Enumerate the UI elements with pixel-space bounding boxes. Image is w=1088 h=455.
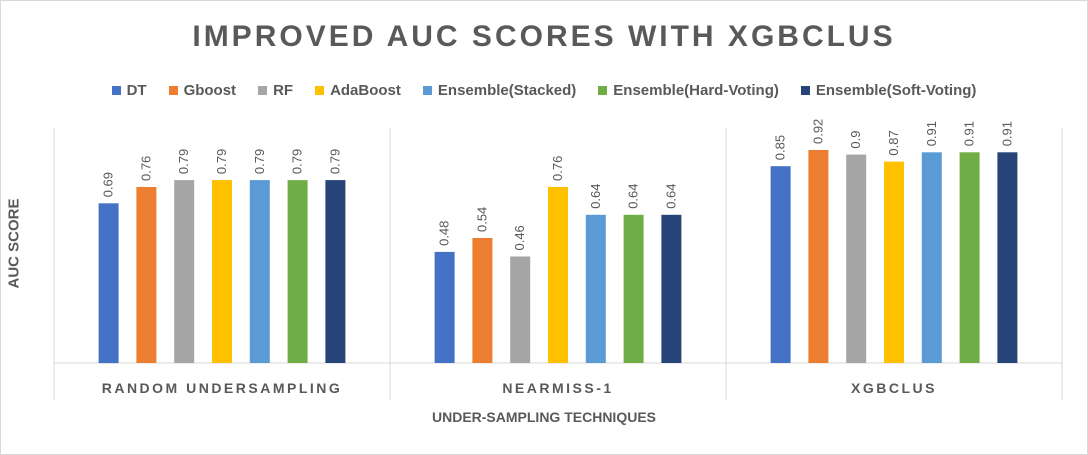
- data-label: 0.64: [663, 183, 678, 208]
- legend-swatch-dt: [111, 85, 121, 95]
- legend: DT Gboost RF AdaBoost Ensemble(Stacked) …: [0, 80, 1088, 100]
- category-label: NEARMISS-1: [502, 380, 613, 396]
- bar-ensemble-hard-voting-1: [287, 180, 308, 363]
- bar-dt-2: [434, 251, 455, 363]
- bar-ensemble-stacked-1: [249, 180, 270, 363]
- legend-label-gboost: Gboost: [183, 81, 237, 99]
- bar-rf-3: [846, 154, 867, 363]
- data-label: 0.69: [101, 172, 116, 197]
- data-label: 0.92: [810, 119, 825, 144]
- data-label: 0.79: [252, 149, 267, 174]
- legend-swatch-adaboost: [315, 85, 325, 95]
- legend-item-dt: DT: [111, 80, 147, 100]
- bar-adaboost-3: [884, 161, 904, 363]
- data-label: 0.46: [512, 225, 527, 250]
- legend-swatch-gboost: [168, 85, 178, 95]
- data-label: 0.91: [962, 121, 977, 146]
- data-label: 0.76: [550, 156, 565, 181]
- legend-item-gboost: Gboost: [168, 80, 237, 100]
- data-label: 0.9: [848, 131, 863, 149]
- legend-swatch-rf: [258, 85, 268, 95]
- bar-ensemble-hard-voting-3: [959, 152, 980, 363]
- legend-item-ensemble-soft-voting: Ensemble(Soft-Voting): [800, 80, 977, 100]
- data-label: 0.79: [290, 149, 305, 174]
- legend-label-ensemble-hard-voting: Ensemble(Hard-Voting): [613, 81, 779, 99]
- bar-gboost-3: [808, 150, 829, 363]
- legend-swatch-ensemble-stacked: [422, 85, 432, 95]
- x-axis-label: UNDER-SAMPLING TECHNIQUES: [431, 409, 656, 425]
- legend-label-ensemble-stacked: Ensemble(Stacked): [437, 81, 577, 99]
- legend-label-dt: DT: [126, 81, 147, 99]
- bar-gboost-2: [472, 238, 493, 363]
- data-label: 0.85: [773, 135, 788, 160]
- category-label: RANDOM UNDERSAMPLING: [102, 380, 343, 396]
- bar-ensemble-soft-voting-2: [661, 214, 682, 363]
- data-label: 0.91: [999, 121, 1014, 146]
- category-label: XGBCLUS: [851, 380, 937, 396]
- bar-ensemble-soft-voting-1: [325, 180, 346, 363]
- bar-rf-1: [174, 180, 195, 363]
- legend-swatch-ensemble-hard-voting: [598, 85, 608, 95]
- data-label: 0.87: [886, 130, 901, 155]
- bar-ensemble-soft-voting-3: [997, 152, 1018, 363]
- data-label: 0.91: [924, 121, 939, 146]
- data-label: 0.64: [626, 183, 641, 208]
- legend-item-rf: RF: [258, 80, 293, 100]
- legend-label-ensemble-soft-voting: Ensemble(Soft-Voting): [815, 81, 977, 99]
- bar-gboost-1: [136, 187, 157, 363]
- bar-ensemble-hard-voting-2: [623, 214, 644, 363]
- legend-swatch-ensemble-soft-voting: [800, 85, 810, 95]
- legend-item-ensemble-hard-voting: Ensemble(Hard-Voting): [598, 80, 779, 100]
- legend-item-ensemble-stacked: Ensemble(Stacked): [422, 80, 577, 100]
- legend-label-adaboost: AdaBoost: [330, 81, 401, 99]
- bar-dt-3: [770, 166, 791, 363]
- data-label: 0.76: [138, 156, 153, 181]
- data-label: 0.48: [437, 221, 452, 246]
- bar-ensemble-stacked-3: [921, 152, 942, 363]
- bar-ensemble-stacked-2: [585, 214, 606, 363]
- chart-title: IMPROVED AUC SCORES WITH XGBCLUS: [192, 20, 896, 53]
- bar-adaboost-2: [548, 187, 568, 363]
- bar-rf-2: [510, 256, 531, 363]
- data-label: 0.79: [214, 149, 229, 174]
- bar-adaboost-1: [212, 180, 232, 363]
- data-label: 0.79: [327, 149, 342, 174]
- legend-item-adaboost: AdaBoost: [315, 80, 401, 100]
- data-label: 0.54: [474, 207, 489, 232]
- data-label: 0.64: [588, 183, 603, 208]
- data-label: 0.79: [176, 149, 191, 174]
- legend-label-rf: RF: [273, 81, 294, 99]
- bar-dt-1: [98, 203, 119, 364]
- y-axis-label: AUC SCORE: [5, 198, 23, 289]
